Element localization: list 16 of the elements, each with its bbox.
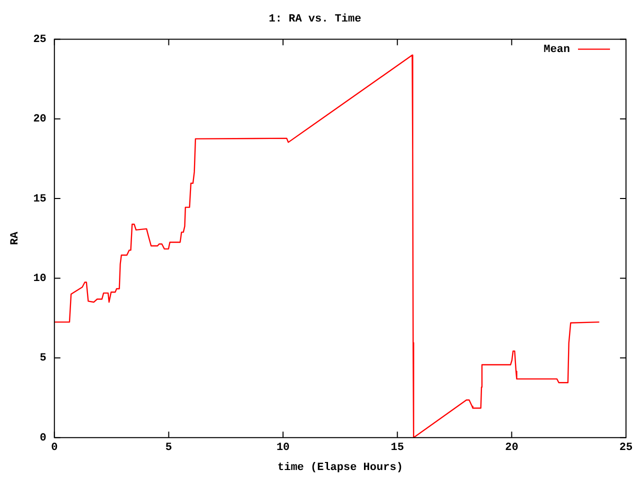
y-tick-label: 20 — [33, 114, 46, 126]
x-tick-label: 15 — [390, 442, 404, 454]
y-axis-title: RA — [9, 231, 22, 245]
x-tick-label: 25 — [619, 442, 633, 454]
chart-title: 1: RA vs. Time — [268, 13, 362, 26]
x-tick-label: 10 — [276, 442, 290, 454]
legend-label: Mean — [544, 44, 570, 56]
y-tick-label: 15 — [33, 193, 47, 206]
x-tick-label: 20 — [505, 442, 518, 454]
y-tick-label: 10 — [33, 273, 46, 286]
y-tick-label: 25 — [33, 34, 47, 46]
x-tick-label: 5 — [165, 442, 172, 454]
x-axis-title: time (Elapse Hours) — [277, 462, 403, 474]
y-tick-label: 0 — [40, 432, 46, 444]
x-tick-label: 0 — [51, 442, 58, 454]
y-tick-label: 5 — [40, 352, 47, 365]
